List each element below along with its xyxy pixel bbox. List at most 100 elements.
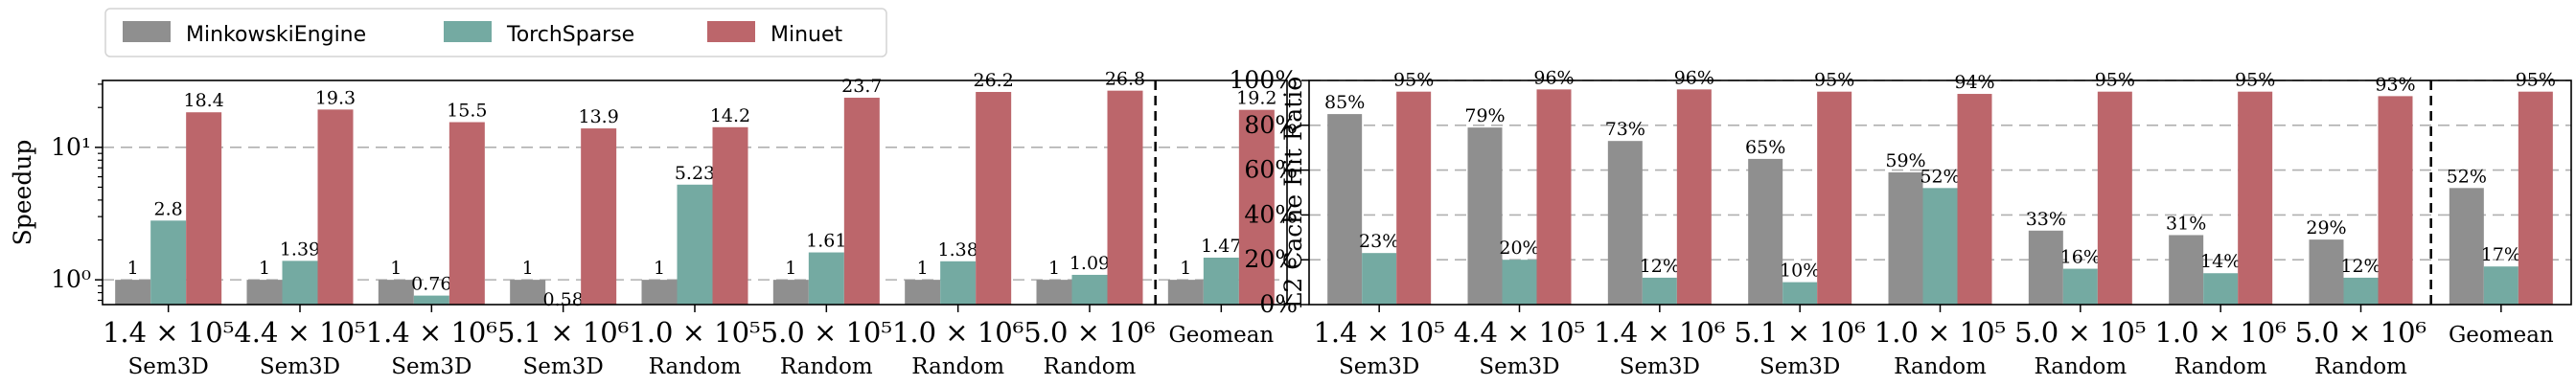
bar <box>772 280 809 305</box>
y-tick-label: 10⁰ <box>51 265 91 293</box>
x-tick-sublabel: Sem3D <box>1760 354 1840 379</box>
bar-value-label: 1.09 <box>1070 253 1110 274</box>
bar <box>186 112 222 305</box>
x-tick-sublabel: Sem3D <box>523 354 604 379</box>
bar-value-label: 13.9 <box>579 106 619 127</box>
bar-value-label: 33% <box>2026 209 2066 230</box>
bar-value-label: 1 <box>390 258 402 279</box>
bar <box>448 122 485 305</box>
x-tick-sublabel: Random <box>911 354 1004 379</box>
x-tick-label: Geomean <box>2449 323 2554 348</box>
bar <box>115 280 151 305</box>
bar-value-label: 19.3 <box>315 87 356 108</box>
legend-label: Minuet <box>770 23 843 47</box>
bar-value-label: 1 <box>127 258 139 279</box>
legend-frame <box>104 8 887 57</box>
bar-value-label: 19.2 <box>1236 88 1276 109</box>
bar-value-label: 1.61 <box>806 231 846 252</box>
x-tick-label: 5.0 × 10⁶ <box>1024 316 1155 349</box>
plot-frame <box>1308 79 2572 306</box>
bar <box>2169 235 2204 305</box>
bar <box>1922 188 1958 305</box>
legend-swatch <box>444 21 492 42</box>
x-tick-sublabel: Sem3D <box>391 354 472 379</box>
bar <box>2309 239 2344 305</box>
plot-frame <box>102 79 1288 306</box>
bar <box>1607 141 1643 305</box>
bar-value-label: 1 <box>785 258 796 279</box>
bar <box>1676 89 1712 305</box>
legend-label: TorchSparse <box>506 23 634 47</box>
bar-value-label: 23% <box>1359 231 1399 252</box>
bar-value-label: 1 <box>1180 258 1191 279</box>
bar <box>940 261 977 305</box>
bar <box>2203 273 2239 305</box>
bar-value-label: 2.8 <box>154 198 183 219</box>
x-tick-label: 5.1 × 10⁶ <box>497 316 629 349</box>
bar <box>1748 158 1783 305</box>
x-tick-sublabel: Random <box>1894 354 1987 379</box>
bar <box>1167 280 1204 305</box>
bar <box>905 280 941 305</box>
bar <box>1036 280 1072 305</box>
x-tick-sublabel: Sem3D <box>1620 354 1700 379</box>
bar-value-label: 1.47 <box>1201 236 1241 257</box>
bar-value-label: 14.2 <box>710 105 750 126</box>
bar-value-label: 29% <box>2306 217 2346 238</box>
bar-value-label: 10% <box>1780 261 1820 282</box>
bar <box>1203 257 1239 305</box>
y-tick-label: 20% <box>1244 245 1298 273</box>
bar-value-label: 52% <box>1920 166 1960 187</box>
speedup-chart: 10⁰ 10¹ 1 2.8 18.4 1.4 × 10⁵ Sem3D 1 1.39 19.3 4.4… <box>9 69 1288 379</box>
x-tick-sublabel: Random <box>2174 354 2267 379</box>
bar <box>1396 91 1432 305</box>
bar <box>2028 230 2063 305</box>
bar-value-label: 26.8 <box>1105 69 1145 90</box>
x-tick-sublabel: Random <box>2314 354 2407 379</box>
bar-value-label: 85% <box>1324 92 1365 113</box>
bar <box>1536 89 1572 305</box>
bar <box>1327 114 1363 305</box>
bar-value-label: 1 <box>1048 258 1060 279</box>
bar <box>843 98 880 306</box>
x-tick-sublabel: Random <box>1044 354 1137 379</box>
bar-value-label: 96% <box>1674 67 1714 88</box>
bar <box>282 261 318 305</box>
bar-value-label: 94% <box>1954 72 1994 93</box>
bar-value-label: 15.5 <box>447 101 487 122</box>
bar-value-label: 12% <box>2340 256 2380 277</box>
y-tick-label: 100% <box>1230 66 1298 94</box>
bar <box>2343 277 2379 305</box>
bar <box>1071 274 1108 305</box>
bar <box>2062 268 2098 305</box>
x-tick-sublabel: Sem3D <box>1479 354 1559 379</box>
x-tick-label: 4.4 × 10⁵ <box>234 316 365 349</box>
bar <box>510 280 546 305</box>
bar-value-label: 16% <box>2060 247 2101 268</box>
bar <box>2518 91 2553 305</box>
y-tick-label: 60% <box>1244 156 1298 184</box>
x-tick-label: 1.0 × 10⁵ <box>1874 316 2006 349</box>
x-tick-label: 1.0 × 10⁶ <box>2154 316 2286 349</box>
x-tick-sublabel: Sem3D <box>260 354 340 379</box>
bar <box>1467 127 1503 305</box>
bar <box>1642 277 1677 305</box>
bar-value-label: 1 <box>522 258 534 279</box>
bar-value-label: 20% <box>1499 238 1539 259</box>
bar-value-label: 31% <box>2166 213 2206 234</box>
legend: MinkowskiEngine TorchSparse Minuet <box>104 8 887 57</box>
bar <box>2483 266 2518 305</box>
x-tick-label: 1.4 × 10⁵ <box>103 316 234 349</box>
x-tick-sublabel: Sem3D <box>1339 354 1419 379</box>
bar <box>976 92 1012 305</box>
x-tick-sublabel: Sem3D <box>128 354 209 379</box>
bar-value-label: 18.4 <box>184 90 224 111</box>
bar <box>1817 91 1852 305</box>
bar <box>246 280 283 305</box>
x-tick-label: 5.0 × 10⁵ <box>2014 316 2146 349</box>
bar <box>413 295 449 305</box>
x-tick-sublabel: Random <box>649 354 742 379</box>
bar <box>2238 91 2273 305</box>
bar <box>2097 91 2132 305</box>
